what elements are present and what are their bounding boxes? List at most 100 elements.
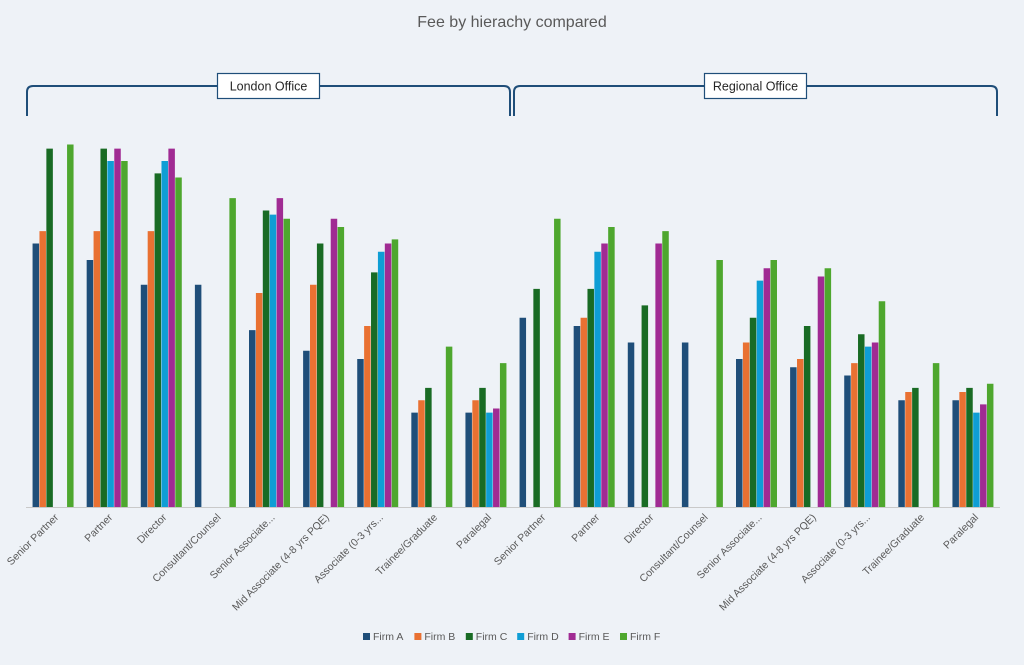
bar xyxy=(114,148,121,508)
bar xyxy=(986,383,994,508)
bar xyxy=(100,148,107,508)
chart-title: Fee by hierachy compared xyxy=(417,14,606,31)
bar xyxy=(493,408,500,508)
bar xyxy=(973,412,980,508)
bars xyxy=(32,144,994,508)
bar xyxy=(662,231,669,508)
bar xyxy=(533,288,540,508)
bar xyxy=(554,218,561,508)
bar xyxy=(499,363,507,508)
bar xyxy=(316,243,324,508)
bar xyxy=(255,293,263,508)
office-label: London Office xyxy=(230,80,308,94)
bar xyxy=(194,284,202,508)
bar xyxy=(377,251,385,508)
bar xyxy=(364,326,371,508)
bar xyxy=(763,268,771,508)
bar xyxy=(445,346,453,508)
bar xyxy=(283,218,290,508)
bar xyxy=(337,227,345,508)
bar xyxy=(871,342,879,508)
bar xyxy=(472,400,479,508)
bar xyxy=(905,392,912,508)
bar xyxy=(742,342,750,508)
bar xyxy=(594,251,601,508)
bar xyxy=(797,359,804,508)
bar xyxy=(32,243,40,508)
bar xyxy=(303,350,310,508)
bar xyxy=(681,342,689,508)
office-brackets: London Office Regional Office xyxy=(26,72,998,116)
bar xyxy=(966,387,973,508)
bar xyxy=(932,363,940,508)
series-firm-b xyxy=(39,231,966,508)
office-label-box xyxy=(216,72,321,100)
bar xyxy=(858,334,865,508)
bar xyxy=(391,239,399,508)
bar xyxy=(655,243,662,508)
bar xyxy=(486,412,493,508)
legend: Firm A Firm B Firm C Firm D Firm E Firm F xyxy=(363,631,660,643)
legend-item: Firm C xyxy=(465,631,508,643)
bar xyxy=(269,214,277,508)
bar xyxy=(601,243,608,508)
legend-swatch xyxy=(363,633,370,640)
bar xyxy=(608,227,615,508)
bar xyxy=(147,231,155,508)
bar xyxy=(641,305,649,508)
x-tick-label: Partner xyxy=(82,511,115,544)
series-firm-d xyxy=(107,161,980,508)
x-tick-labels: Senior Partner Partner DirectorConsultant/… xyxy=(5,511,981,613)
legend-item: Firm B xyxy=(414,631,455,643)
bar xyxy=(952,400,959,508)
bar xyxy=(330,218,338,508)
bar xyxy=(465,412,472,508)
legend-label: Firm B xyxy=(424,631,455,643)
bar xyxy=(121,161,128,508)
x-tick-label: Paralegal xyxy=(941,512,981,552)
x-tick-label: Director xyxy=(622,511,657,546)
bar xyxy=(790,367,797,508)
legend-item: Firm F xyxy=(620,631,660,643)
legend-label: Firm D xyxy=(527,631,559,643)
legend-item: Firm E xyxy=(568,631,610,643)
bar xyxy=(411,412,418,508)
bar xyxy=(262,210,270,508)
legend-swatch xyxy=(517,633,525,640)
legend-swatch xyxy=(465,633,473,640)
series-firm-a xyxy=(32,243,959,508)
bar xyxy=(980,404,987,508)
series-firm-c xyxy=(46,148,973,508)
bar xyxy=(276,198,284,508)
legend-label: Firm F xyxy=(630,631,660,643)
bar xyxy=(844,375,851,508)
bar xyxy=(161,161,168,508)
bar xyxy=(479,387,486,508)
office-label: Regional Office xyxy=(713,80,798,94)
legend-label: Firm A xyxy=(373,631,403,643)
bar xyxy=(425,387,432,508)
bar xyxy=(627,342,635,508)
bar xyxy=(573,326,581,508)
legend-swatch xyxy=(568,633,576,640)
bar xyxy=(384,243,392,508)
bar xyxy=(912,387,919,508)
bar xyxy=(803,326,811,508)
bar xyxy=(67,144,74,508)
bar xyxy=(39,231,46,508)
series-firm-e xyxy=(114,148,987,508)
bar xyxy=(878,301,886,508)
bar xyxy=(249,330,256,508)
legend-item: Firm D xyxy=(517,631,559,643)
office-label-box xyxy=(703,72,808,100)
legend-swatch xyxy=(620,633,627,640)
x-tick-label: Mid Associate (4-8 yrs PQE) xyxy=(230,512,332,614)
bar xyxy=(371,272,378,508)
bar xyxy=(140,284,148,508)
bar xyxy=(898,400,905,508)
x-tick-label: Paralegal xyxy=(454,512,494,552)
bar xyxy=(310,284,317,508)
legend-item: Firm A xyxy=(363,631,403,643)
bar xyxy=(154,173,162,508)
